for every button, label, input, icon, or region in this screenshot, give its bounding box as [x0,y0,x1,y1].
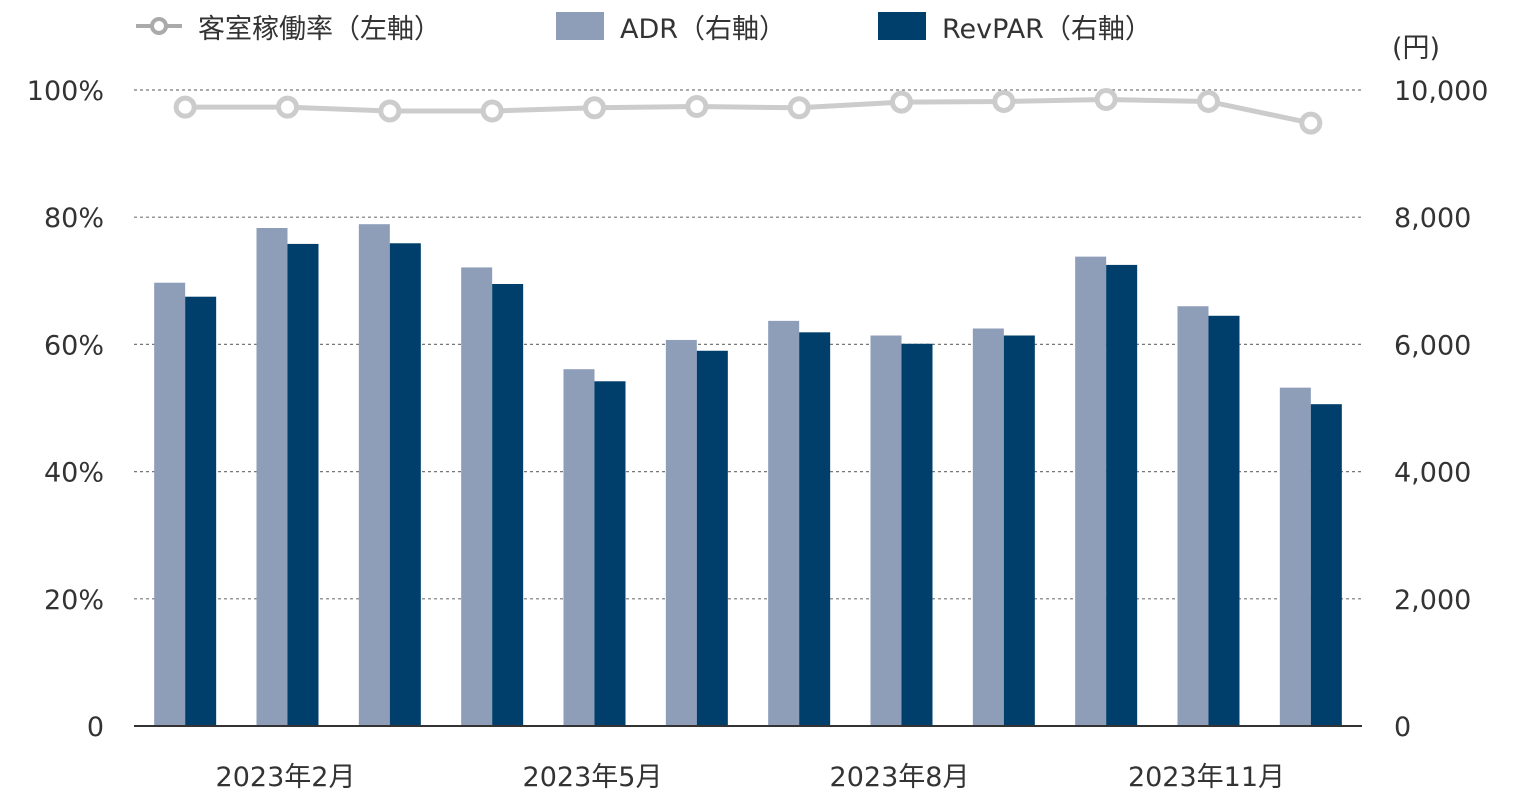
revpar-bar [1310,404,1342,726]
bar-swatch-icon [556,12,604,40]
right-tick-label: 0 [1394,712,1411,743]
right-tick-label: 10,000 [1394,76,1488,107]
right-axis-unit: (円) [1392,33,1441,64]
adr-bar [768,320,800,726]
occupancy-point [276,95,299,119]
revpar-bar [696,350,728,726]
legend-occupancy-label: 客室稼働率（左軸） [198,13,441,45]
occupancy-point [1197,89,1220,113]
legend-occupancy: 客室稼働率（左軸） [136,6,441,46]
legend-adr-label: ADR（右軸） [620,13,787,45]
revpar-bar [1106,264,1138,726]
occupancy-point [378,99,402,123]
revpar-bar [594,381,626,726]
occupancy-point [1094,88,1118,112]
legend-revpar-label: RevPAR（右軸） [942,13,1152,45]
occupancy-line [185,97,1312,126]
x-tick-label: 2023年11月 [1128,762,1285,793]
right-tick-label: 2,000 [1394,585,1471,616]
revpar-bar [492,283,524,726]
right-tick-label: 6,000 [1394,330,1471,361]
adr-bar [256,228,288,726]
adr-bar [870,335,902,726]
line-marker-icon [136,17,182,35]
occupancy-point [890,90,913,114]
left-tick-label: 0 [87,712,104,743]
legend-adr: ADR（右軸） [556,6,786,46]
adr-bar [1279,387,1311,726]
x-tick-label: 2023年5月 [523,762,663,793]
occupancy-point [787,96,811,120]
x-tick-label: 2023年2月 [216,762,356,793]
revpar-bar [799,332,831,726]
revpar-bar [287,243,319,727]
revpar-bar [1003,335,1035,726]
occupancy-point [173,95,197,119]
bar-swatch-icon [878,12,926,40]
adr-bar [358,224,390,727]
occupancy-point [685,95,709,119]
adr-bar [1075,256,1107,726]
adr-bar [972,328,1004,726]
legend-revpar: RevPAR（右軸） [878,6,1152,46]
adr-bar [665,339,697,726]
revpar-bar [901,343,933,726]
x-tick-label: 2023年8月 [830,762,970,793]
revpar-bar [1208,315,1240,726]
adr-bar [461,267,493,726]
adr-bar [1177,306,1209,726]
right-tick-label: 4,000 [1394,458,1471,489]
adr-bar [154,282,186,726]
occupancy-point [992,89,1016,113]
occupancy-point [583,96,606,120]
left-tick-label: 20% [44,585,104,616]
left-tick-label: 60% [44,330,104,361]
occupancy-point [480,99,504,123]
adr-bar [563,369,595,726]
occupancy-point [1299,111,1323,135]
left-tick-label: 100% [27,76,104,107]
left-tick-label: 80% [44,203,104,234]
left-tick-label: 40% [44,458,104,489]
right-tick-label: 8,000 [1394,203,1471,234]
revpar-bar [389,243,421,726]
revpar-bar [185,296,217,726]
